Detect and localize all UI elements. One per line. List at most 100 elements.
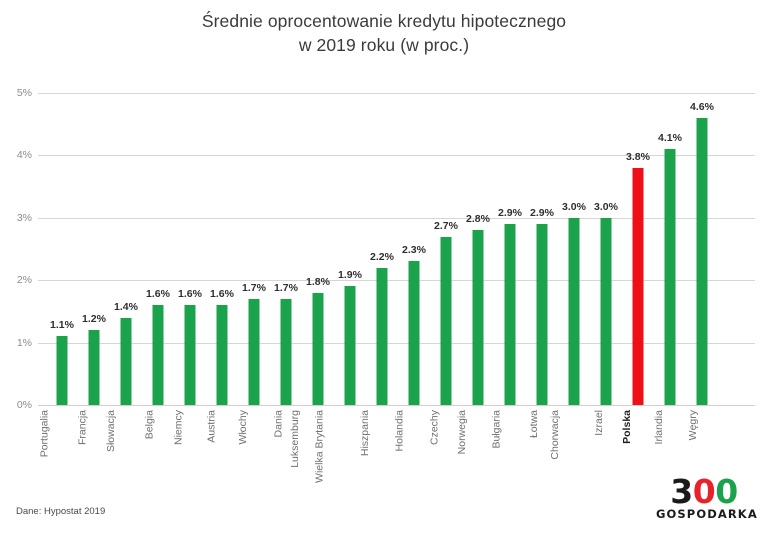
- bar-norwegia[interactable]: [472, 230, 484, 405]
- bar-group[interactable]: 2.2%: [366, 93, 398, 405]
- bar-group[interactable]: 1.6%: [206, 93, 238, 405]
- bar-group[interactable]: 2.8%: [462, 93, 494, 405]
- bar-value-label: 1.9%: [338, 269, 362, 282]
- x-axis-label-slot: Portugalia: [38, 408, 78, 500]
- x-axis-tick-label: Norwegia: [455, 410, 468, 455]
- x-axis-tick-label: Holandia: [393, 410, 406, 452]
- bar-value-label: 3.8%: [626, 150, 650, 163]
- bar-czechy[interactable]: [440, 236, 452, 405]
- y-axis-tick-label: 2%: [16, 274, 32, 287]
- bar-group[interactable]: 2.7%: [430, 93, 462, 405]
- x-axis-label-slot: Austria: [206, 408, 238, 500]
- bar-group[interactable]: 1.7%: [238, 93, 270, 405]
- y-axis-tick-label: 1%: [16, 336, 32, 349]
- bar-value-label: 4.6%: [690, 100, 714, 113]
- x-axis-label-slot: Holandia: [393, 408, 430, 500]
- bar-group[interactable]: 3.0%: [558, 93, 590, 405]
- x-axis-label-slot: Belgia: [142, 408, 174, 500]
- bar-value-label: 2.9%: [498, 207, 522, 220]
- x-axis-tick-label: Austria: [205, 410, 218, 443]
- bar-group[interactable]: 1.6%: [142, 93, 174, 405]
- x-axis-tick-label: Luksemburg: [289, 410, 302, 468]
- x-axis-labels: Portugalia Francja Słowacja Belgia Niemcy Aus…: [38, 408, 755, 500]
- bar-chorwacja[interactable]: [568, 217, 580, 405]
- x-axis-tick-label: Francja: [76, 410, 89, 446]
- bar-węgry[interactable]: [696, 117, 708, 405]
- bar-austria[interactable]: [216, 305, 228, 405]
- y-axis-tick-label: 3%: [16, 211, 32, 224]
- bar-group[interactable]: 2.9%: [526, 93, 558, 405]
- plot-area: [38, 93, 755, 406]
- x-axis-label-slot: Słowacja: [105, 408, 142, 500]
- bar-group[interactable]: 2.9%: [494, 93, 526, 405]
- bar-francja[interactable]: [88, 330, 100, 405]
- x-axis-tick-label: Hiszpania: [358, 410, 371, 457]
- gridline-1%: [38, 342, 755, 344]
- bar-group[interactable]: 1.1%: [46, 93, 78, 405]
- source-note: Dane: Hypostat 2019: [16, 506, 106, 517]
- x-axis-tick-label: Belgia: [143, 410, 156, 440]
- bar-łotwa[interactable]: [536, 224, 548, 405]
- bar-group[interactable]: 1.8%: [302, 93, 334, 405]
- x-axis-label-slot: Chorwacja: [549, 408, 590, 500]
- bar-polska[interactable]: [632, 167, 644, 405]
- gridline-3%: [38, 217, 755, 219]
- bar-belgia[interactable]: [152, 305, 164, 405]
- bar-value-label: 1.8%: [306, 275, 330, 288]
- bar-bułgaria[interactable]: [504, 224, 516, 405]
- bar-value-label: 1.6%: [178, 288, 202, 301]
- bar-value-label: 1.6%: [146, 288, 170, 301]
- gridline-2%: [38, 280, 755, 282]
- bar-value-label: 1.7%: [242, 281, 266, 294]
- x-axis-tick-label: Węgry: [686, 410, 699, 441]
- y-axis: 0% 1% 2% 3% 4% 5%: [0, 87, 32, 411]
- bar-group[interactable]: 1.9%: [334, 93, 366, 405]
- x-axis-label-slot: Niemcy: [172, 408, 206, 500]
- x-axis-label-slot: Norwegia: [456, 408, 494, 500]
- bar-value-label: 1.4%: [114, 300, 138, 313]
- bar-group[interactable]: 4.1%: [654, 93, 686, 405]
- bar-group[interactable]: 1.2%: [78, 93, 110, 405]
- x-axis-tick-label: Izrael: [593, 410, 606, 436]
- x-axis-tick-label: Wielka Brytania: [313, 410, 326, 483]
- title-line-2: w 2019 roku (w proc.): [298, 34, 470, 55]
- x-axis-tick-label: Włochy: [236, 410, 249, 445]
- bar-group[interactable]: 2.3%: [398, 93, 430, 405]
- bar-group[interactable]: 1.4%: [110, 93, 142, 405]
- logo-digit-1: 3: [670, 471, 693, 511]
- bar-izrael[interactable]: [600, 217, 612, 405]
- x-axis-tick-label: Bułgaria: [490, 410, 503, 449]
- x-axis-label-slot: Bułgaria: [490, 408, 526, 500]
- bar-group[interactable]: 1.6%: [174, 93, 206, 405]
- bar-value-label: 2.3%: [402, 244, 426, 257]
- y-axis-tick-label: 0%: [16, 399, 32, 411]
- bar-holandia[interactable]: [408, 261, 420, 405]
- gridline-0%: [38, 405, 755, 406]
- bar-value-label: 4.1%: [658, 132, 682, 145]
- x-axis-tick-label: Polska: [621, 410, 634, 444]
- y-axis-tick-label: 5%: [16, 87, 32, 99]
- bar-group[interactable]: 4.6%: [686, 93, 718, 405]
- brand-logo: 300 GOSPODARKA: [656, 471, 758, 521]
- bar-irlandia[interactable]: [664, 149, 676, 405]
- bar-value-label: 1.6%: [210, 288, 234, 301]
- bar-słowacja[interactable]: [120, 317, 132, 405]
- bar-value-label: 1.7%: [274, 281, 298, 294]
- logo-wordmark: GOSPODARKA: [656, 506, 758, 521]
- x-axis-tick-label: Irlandia: [652, 410, 665, 445]
- x-axis-label-slot: Polska: [621, 408, 654, 500]
- bar-group[interactable]: 3.0%: [590, 93, 622, 405]
- bar-portugalia[interactable]: [56, 336, 68, 405]
- bar-luksemburg[interactable]: [312, 292, 324, 405]
- bar-value-label: 1.1%: [50, 319, 74, 332]
- bar-dania[interactable]: [280, 298, 292, 405]
- bar-włochy[interactable]: [248, 298, 260, 405]
- bar-group[interactable]: 3.8%: [622, 93, 654, 405]
- bar-wielka-brytania[interactable]: [344, 286, 356, 405]
- bar-value-label: 1.2%: [82, 313, 106, 326]
- bar-hiszpania[interactable]: [376, 267, 388, 405]
- bar-niemcy[interactable]: [184, 305, 196, 405]
- bar-value-label: 3.0%: [594, 200, 618, 213]
- gridline-4%: [38, 155, 755, 157]
- bar-group[interactable]: 1.7%: [270, 93, 302, 405]
